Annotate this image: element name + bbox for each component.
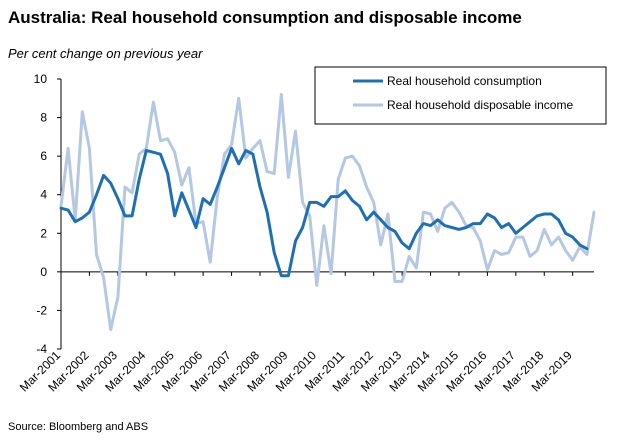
legend-label-consumption: Real household consumption bbox=[387, 74, 542, 88]
y-tick-label: 6 bbox=[40, 149, 47, 163]
source-note: Source: Bloomberg and ABS bbox=[8, 421, 149, 433]
legend-box bbox=[314, 66, 607, 125]
y-axis-label: Per cent change on previous year bbox=[8, 46, 203, 61]
y-tick-label: 4 bbox=[40, 188, 47, 202]
y-tick-label: 8 bbox=[40, 111, 47, 125]
chart-title: Australia: Real household consumption an… bbox=[8, 8, 522, 27]
y-tick-label: -4 bbox=[36, 342, 47, 356]
y-tick-label: 2 bbox=[40, 226, 47, 240]
y-tick-label: -2 bbox=[36, 303, 47, 317]
legend-label-income: Real household disposable income bbox=[387, 98, 573, 112]
series-line-income bbox=[59, 92, 596, 332]
series-line-consumption bbox=[59, 146, 589, 278]
y-tick-label: 0 bbox=[40, 265, 47, 279]
y-tick-label: 10 bbox=[34, 72, 48, 86]
